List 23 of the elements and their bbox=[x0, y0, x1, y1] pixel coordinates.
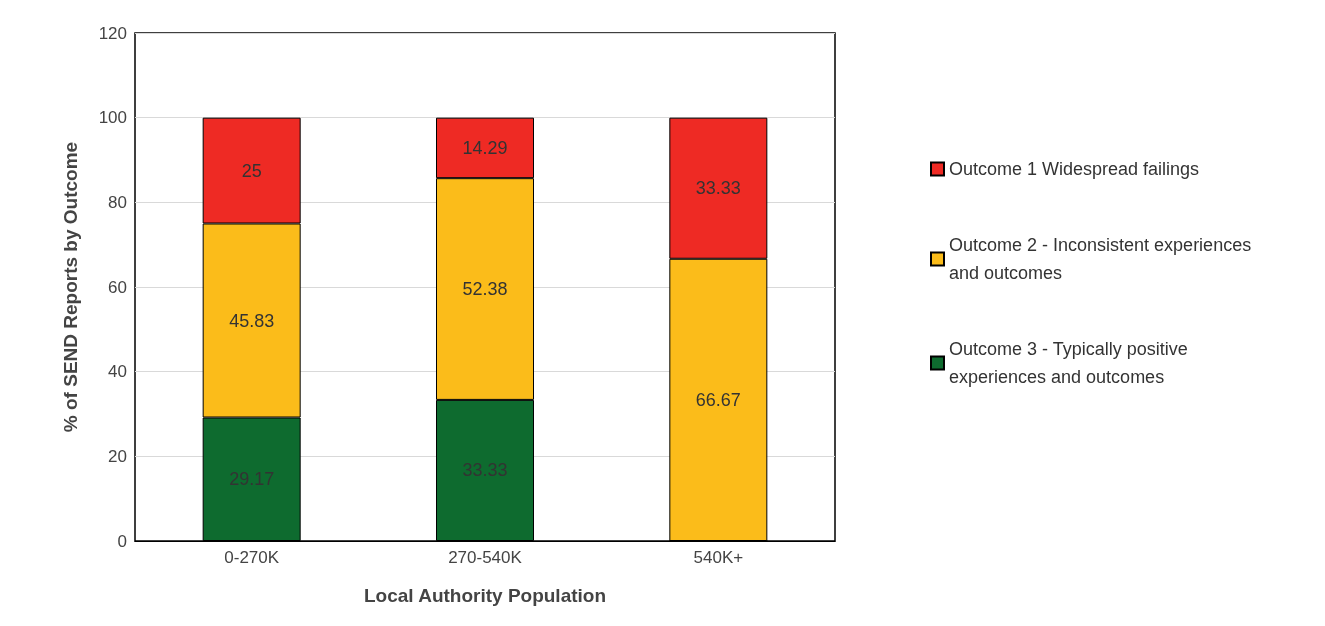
data-label: 45.83 bbox=[229, 310, 275, 331]
y-tick-label: 20 bbox=[108, 446, 127, 466]
x-tick-label: 540K+ bbox=[693, 548, 744, 567]
data-label: 14.29 bbox=[462, 137, 508, 158]
data-label: 33.33 bbox=[462, 460, 508, 481]
data-label: 29.17 bbox=[229, 469, 275, 490]
data-label: 25 bbox=[241, 160, 262, 181]
x-tick-label: 0-270K bbox=[224, 548, 280, 567]
y-tick-label: 100 bbox=[98, 108, 127, 128]
x-axis-title: Local Authority Population bbox=[363, 585, 607, 606]
legend-label: Outcome 3 - Typically positive experiences and outcomes bbox=[949, 339, 1193, 387]
data-label: 52.38 bbox=[462, 279, 508, 300]
x-tick-label: 270-540K bbox=[448, 548, 523, 567]
data-label: 66.67 bbox=[695, 389, 741, 410]
y-tick-label: 60 bbox=[108, 277, 127, 297]
data-label: 33.33 bbox=[695, 178, 741, 199]
legend-label: Outcome 1 Widespread failings bbox=[949, 159, 1200, 179]
y-tick-label: 40 bbox=[108, 362, 127, 382]
y-tick-label: 80 bbox=[108, 192, 127, 212]
legend-label: Outcome 2 - Inconsistent experiences and outcomes bbox=[949, 235, 1257, 283]
y-axis-title: % of SEND Reports by Outcome bbox=[60, 141, 81, 433]
y-tick-label: 120 bbox=[98, 23, 127, 43]
y-tick-label: 0 bbox=[117, 531, 127, 551]
